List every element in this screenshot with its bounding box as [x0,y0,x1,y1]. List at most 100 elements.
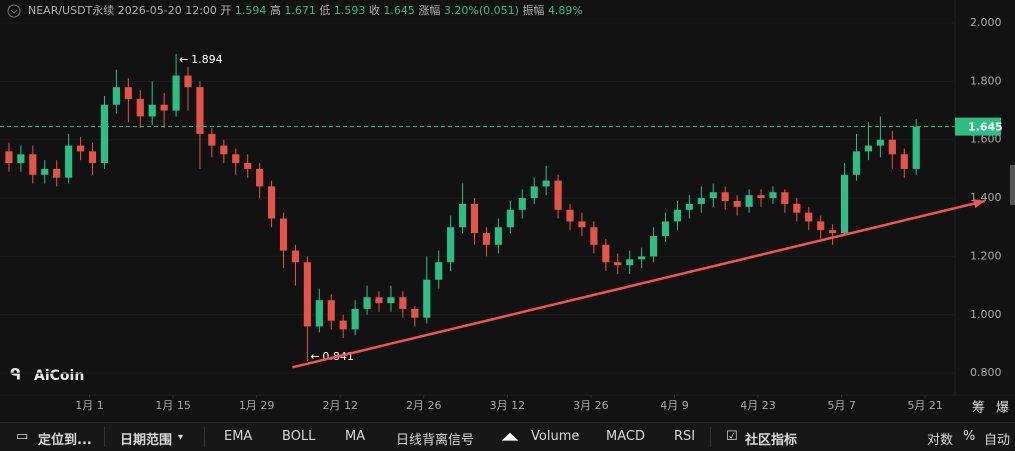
field-label: 涨幅 [418,4,440,17]
marker-arrow: ← [179,53,188,66]
toolbar-button[interactable]: % [963,429,976,444]
candle-body [638,256,646,260]
indicator-button[interactable]: MACD [606,429,645,444]
toolbar-button[interactable]: 日期范围 [120,433,173,448]
corner-button[interactable]: 筹 [972,400,985,416]
separator [710,427,711,447]
field-value: 1.645 [383,4,415,17]
candle-body [112,87,120,105]
candle-body [482,233,491,245]
collapse-icon [10,9,18,14]
scroll-tab[interactable] [1010,165,1015,205]
candle-body [602,244,610,263]
candle-body [673,209,682,222]
candle-body [76,145,85,152]
candle-body [256,168,264,187]
candle-body [578,221,586,228]
candle-body [196,87,204,134]
watermark-text: AiCoin [34,368,84,384]
candle-body [518,198,526,210]
candle-body [351,308,359,330]
x-tick-label: 1月 1 [75,399,104,412]
candle-body [817,221,825,231]
toolbar: ▭ 定位到... 日期范围 ▾ EMA BOLL MA 日线背离信号 Volum… [0,422,1015,451]
candle-body [661,221,670,237]
candle-body [5,151,13,164]
x-tick-label: 3月 12 [490,399,526,412]
field-value: 1.593 [334,4,366,17]
candle-body [840,174,849,234]
field-label: 开 [220,4,231,17]
candle-body [614,262,622,266]
toolbar-button[interactable]: 社区指标 [745,433,798,448]
corner-button[interactable]: 爆 [996,401,1009,416]
chart: NEAR/USDT永续 2026-05-20 12:00 开 1.594 高 1… [0,0,1015,416]
indicator-button[interactable]: RSI [674,429,696,444]
candle-body [184,75,192,88]
y-tick-label: 1.000 [970,308,1002,321]
toolbar-button[interactable]: 对数 [927,433,954,448]
y-tick-label: 1.800 [970,74,1002,87]
collapse-tab[interactable] [501,432,519,441]
candle-body [339,320,347,330]
trendline-arrow [973,199,985,209]
candle-body [232,154,240,164]
indicator-button[interactable]: BOLL [282,429,316,444]
candle-body [829,230,837,234]
candle-body [554,180,562,210]
candle-body [279,218,288,251]
candle-body [17,154,25,164]
x-tick-label: 5月 7 [827,399,856,412]
watermark-icon: ᑫ [10,366,21,384]
candle-body [458,203,467,228]
candle-body [423,279,431,318]
x-tick-label: 5月 21 [907,399,943,412]
candle-body [757,195,765,199]
field-label: 高 [270,3,281,17]
candle-body [697,198,705,204]
candle-body [65,145,73,178]
field-label: 低 [319,4,330,17]
candle-body [769,192,777,199]
candle-body [399,297,407,309]
toolbar-button[interactable]: 定位到... [38,433,92,448]
candle-body [721,192,729,202]
collapse-icon[interactable] [7,4,21,18]
candle-body [29,154,37,175]
candle-body [220,145,228,155]
candle-body [805,212,813,222]
indicator-button[interactable]: EMA [224,429,253,444]
candle-body [876,139,884,146]
field-label: 振幅 [522,3,544,17]
candle-body [852,151,861,175]
candle-body [566,209,574,222]
community-icon: ☑ [726,429,738,444]
candle-body [291,250,300,263]
symbol: NEAR/USDT永续 [28,3,114,17]
x-tick-label: 1月 29 [239,399,275,412]
x-tick-label: 1月 15 [155,399,191,412]
candle-body [267,186,276,219]
candle-body [41,168,49,175]
header: NEAR/USDT永续 2026-05-20 12:00 开 1.594 高 1… [28,3,583,17]
x-tick-label: 3月 26 [573,399,609,412]
y-tick-label: 1.200 [970,249,1002,262]
candle-body [208,133,216,146]
candle-body [411,308,419,318]
indicator-button[interactable]: MA [345,429,366,444]
y-tick-label: 0.800 [970,366,1002,379]
candle-body [303,262,311,327]
current-price-box [955,117,1001,136]
field-value: 1.594 [235,4,267,17]
y-tick-label: 1.600 [970,133,1002,146]
dropdown-icon: ▾ [178,432,184,443]
indicator-button[interactable]: 日线背离信号 [396,433,475,448]
trendline [292,199,986,369]
watermark: ᑫ AiCoin [10,366,84,385]
toolbar-button[interactable]: 自动 [984,433,1011,448]
y-tick-label: 2.000 [970,16,1002,29]
indicator-button[interactable]: Volume [531,429,580,444]
current-price-label: 1.645 [968,121,1003,134]
candle-body [136,98,144,117]
candle-body [590,227,598,245]
